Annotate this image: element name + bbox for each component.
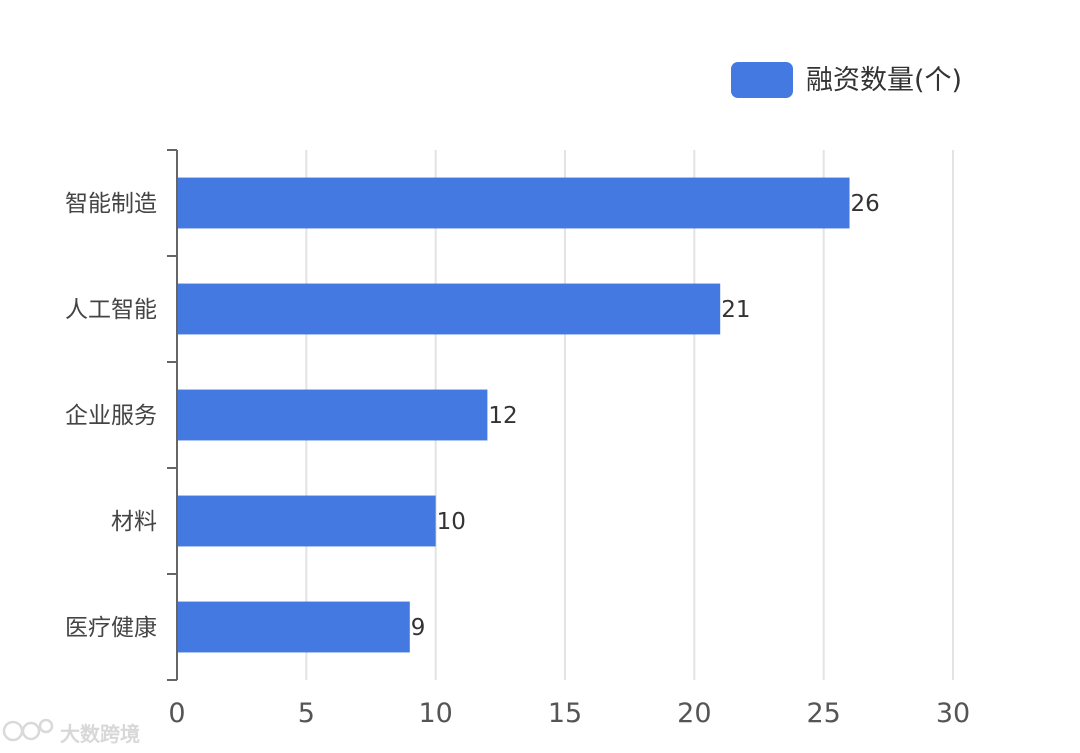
bar <box>177 283 721 335</box>
watermark: 大数跨境 <box>2 718 140 746</box>
x-tick-label: 0 <box>168 698 185 729</box>
data-label: 9 <box>411 615 426 641</box>
bar <box>177 495 436 547</box>
bars <box>177 177 850 653</box>
y-tick-label: 医疗健康 <box>65 615 157 641</box>
bar <box>177 601 410 653</box>
x-tick-label: 10 <box>418 698 452 729</box>
watermark-text: 大数跨境 <box>60 722 140 746</box>
labels: 0 5 10 15 20 25 30 26 智能制造 21 人工智能 12 企业服务 10 材料 9 医疗健康 <box>65 191 970 729</box>
bar <box>177 389 488 441</box>
legend: 融资数量(个) <box>731 62 962 98</box>
y-tick-label: 智能制造 <box>65 191 157 217</box>
x-tick-label: 25 <box>806 698 840 729</box>
y-tick-label: 企业服务 <box>65 403 157 429</box>
data-label: 10 <box>437 509 466 535</box>
watermark-logo-icon <box>2 718 54 742</box>
data-label: 12 <box>488 403 517 429</box>
data-label: 26 <box>851 191 880 217</box>
data-label: 21 <box>721 297 750 323</box>
x-tick-label: 5 <box>298 698 315 729</box>
axes <box>167 149 178 681</box>
legend-label: 融资数量(个) <box>806 65 962 96</box>
grid-lines <box>305 150 954 680</box>
legend-swatch <box>731 62 793 98</box>
x-tick-label: 15 <box>548 698 582 729</box>
y-tick-label: 人工智能 <box>65 297 157 323</box>
bar <box>177 177 850 229</box>
x-tick-label: 30 <box>936 698 970 729</box>
x-tick-label: 20 <box>677 698 711 729</box>
y-tick-label: 材料 <box>111 509 157 535</box>
